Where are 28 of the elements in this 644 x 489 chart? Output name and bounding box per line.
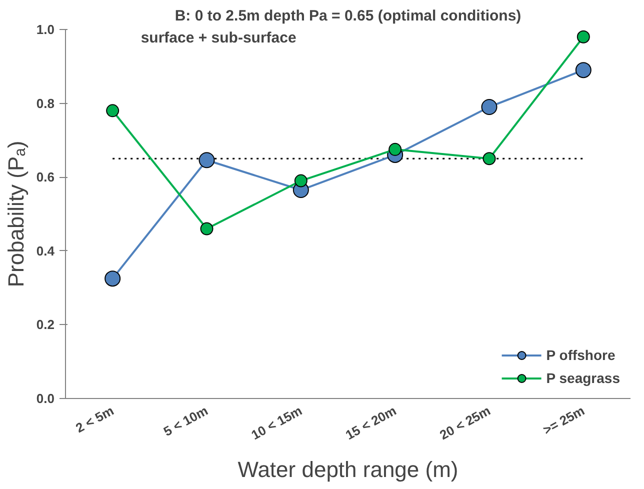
point <box>198 152 215 168</box>
x-tick-label: 15 < 20m <box>342 402 399 443</box>
point <box>104 270 121 287</box>
x-tick-label: >= 25m <box>540 402 588 438</box>
x-axis-title: Water depth range (m) <box>238 457 458 482</box>
point <box>482 152 496 166</box>
x-tick-label: 2 < 5m <box>73 402 116 436</box>
legend-label: P seagrass <box>546 370 620 386</box>
x-tick-label: 10 < 15m <box>248 402 305 443</box>
y-tick-label: 0.2 <box>36 317 55 332</box>
x-tick-label: 20 < 25m <box>437 402 493 443</box>
y-tick-label: 0.0 <box>36 391 55 406</box>
annotation: surface + sub-surface <box>140 30 296 46</box>
y-tick-label: 0.4 <box>36 243 56 258</box>
point <box>106 104 120 118</box>
x-tick-label: 5 < 10m <box>160 402 210 440</box>
y-tick-label: 1.0 <box>36 22 55 37</box>
y-tick-label: 0.6 <box>36 170 55 185</box>
legend-label: P offshore <box>546 347 616 363</box>
point <box>294 174 308 188</box>
point <box>388 142 402 156</box>
point <box>200 222 214 236</box>
point <box>576 30 590 44</box>
y-axis-title: Probability (Pₐ) <box>3 140 28 288</box>
y-tick-label: 0.8 <box>36 96 55 111</box>
chart-title: B: 0 to 2.5m depth Pa = 0.65 (optimal conditions) <box>174 8 522 24</box>
point <box>481 99 498 115</box>
point <box>575 62 592 78</box>
